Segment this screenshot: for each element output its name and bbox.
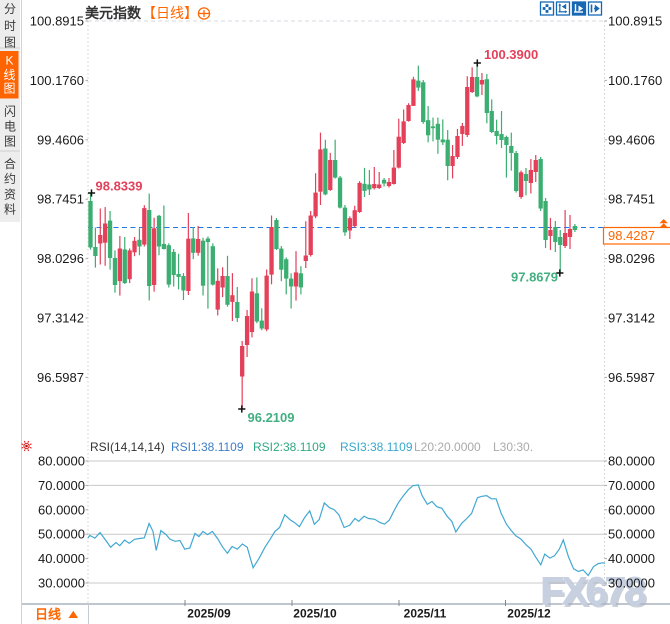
svg-text:2025/10: 2025/10 — [293, 607, 337, 621]
svg-text:资: 资 — [4, 188, 16, 202]
svg-text:日线: 日线 — [35, 607, 61, 622]
svg-text:图: 图 — [4, 134, 16, 148]
svg-text:线: 线 — [3, 68, 15, 82]
svg-text:2025/09: 2025/09 — [187, 607, 231, 621]
svg-text:L20:20.0000: L20:20.0000 — [414, 440, 481, 454]
svg-text:98.4287: 98.4287 — [608, 228, 655, 243]
svg-text:100.8915: 100.8915 — [608, 14, 662, 29]
svg-text:98.8339: 98.8339 — [96, 179, 143, 194]
svg-text:80.0000: 80.0000 — [38, 454, 85, 469]
svg-text:98.0296: 98.0296 — [608, 251, 655, 266]
svg-text:2025/12: 2025/12 — [507, 607, 551, 621]
svg-text:RSI2:38.1109: RSI2:38.1109 — [253, 440, 326, 454]
svg-text:约: 约 — [4, 171, 16, 186]
svg-text:【日线】: 【日线】 — [142, 5, 198, 21]
svg-text:时: 时 — [4, 19, 16, 33]
svg-text:100.8915: 100.8915 — [30, 14, 84, 29]
svg-text:料: 料 — [4, 202, 16, 216]
svg-text:FX678: FX678 — [542, 572, 648, 616]
svg-text:闪: 闪 — [4, 105, 16, 119]
svg-text:99.4606: 99.4606 — [37, 132, 84, 147]
svg-text:100.1760: 100.1760 — [608, 73, 662, 88]
svg-text:图: 图 — [3, 82, 15, 96]
svg-text:RSI(14,14,14): RSI(14,14,14) — [90, 440, 165, 454]
svg-text:2025/11: 2025/11 — [404, 607, 447, 621]
svg-text:分: 分 — [4, 2, 16, 16]
svg-text:98.7451: 98.7451 — [608, 192, 655, 207]
svg-text:30.0000: 30.0000 — [38, 576, 85, 591]
svg-text:电: 电 — [4, 120, 16, 134]
svg-text:K: K — [5, 54, 13, 68]
svg-text:80.0000: 80.0000 — [608, 454, 655, 469]
svg-text:美元指数: 美元指数 — [85, 5, 142, 21]
svg-text:60.0000: 60.0000 — [608, 502, 655, 517]
svg-text:98.7451: 98.7451 — [37, 192, 84, 207]
svg-text:96.5987: 96.5987 — [37, 370, 84, 385]
svg-text:97.8679: 97.8679 — [511, 270, 558, 285]
svg-text:50.0000: 50.0000 — [608, 527, 655, 542]
svg-text:40.0000: 40.0000 — [38, 551, 85, 566]
svg-text:100.3900: 100.3900 — [484, 47, 538, 62]
svg-text:70.0000: 70.0000 — [38, 478, 85, 493]
svg-text:合: 合 — [4, 156, 16, 171]
svg-text:FX678: FX678 — [540, 569, 646, 613]
svg-text:30.0000: 30.0000 — [608, 576, 655, 591]
svg-text:99.4606: 99.4606 — [608, 132, 655, 147]
svg-text:图: 图 — [4, 36, 16, 50]
svg-text:97.3142: 97.3142 — [608, 311, 655, 326]
svg-text:50.0000: 50.0000 — [38, 527, 85, 542]
svg-text:40.0000: 40.0000 — [608, 551, 655, 566]
svg-text:70.0000: 70.0000 — [608, 478, 655, 493]
svg-text:60.0000: 60.0000 — [38, 502, 85, 517]
svg-text:96.5987: 96.5987 — [608, 370, 655, 385]
svg-text:100.1760: 100.1760 — [30, 73, 84, 88]
svg-text:98.0296: 98.0296 — [37, 251, 84, 266]
svg-text:RSI3:38.1109: RSI3:38.1109 — [340, 440, 413, 454]
svg-text:L30:30.: L30:30. — [493, 440, 533, 454]
svg-text:97.3142: 97.3142 — [37, 311, 84, 326]
svg-text:96.2109: 96.2109 — [248, 410, 295, 425]
svg-text:RSI1:38.1109: RSI1:38.1109 — [171, 440, 244, 454]
